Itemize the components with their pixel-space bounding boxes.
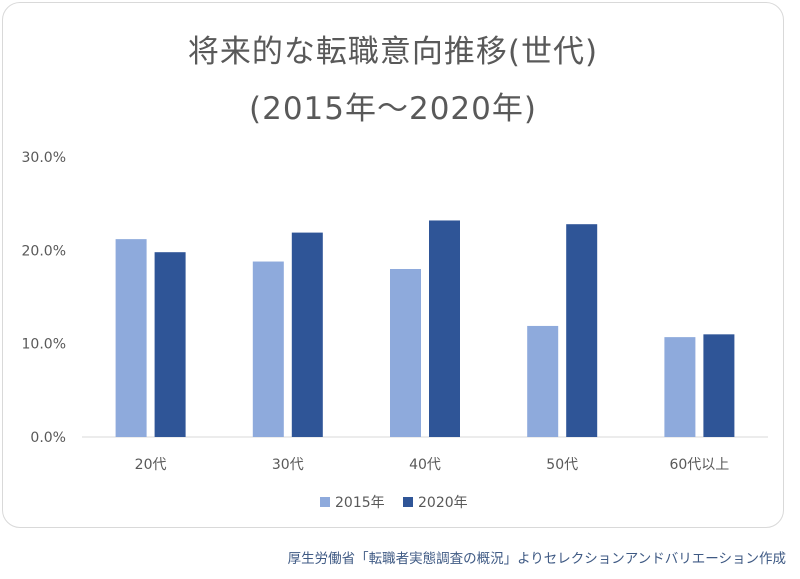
bar-2020年-40代 — [429, 220, 460, 437]
bar-2020年-30代 — [291, 232, 323, 437]
chart-title: 将来的な転職意向推移(世代) — [187, 34, 599, 70]
y-tick-label: 20.0% — [22, 243, 66, 259]
y-tick-label: 10.0% — [22, 337, 66, 353]
legend-swatch — [403, 497, 413, 507]
x-tick-label: 40代 — [409, 457, 441, 473]
legend: 2015年 2020年 — [320, 495, 468, 511]
x-tick-label: 50代 — [546, 457, 578, 473]
bar-series — [115, 220, 735, 437]
bar-2020年-20代 — [154, 252, 186, 437]
x-tick-label: 20代 — [135, 457, 167, 473]
chart-subtitle: (2015年～2020年) — [249, 91, 537, 127]
x-tick-label: 60代以上 — [669, 457, 729, 473]
x-axis-ticks: 20代 30代 40代 50代 60代以上 — [135, 457, 730, 473]
bar-2015年-50代 — [527, 325, 559, 437]
bar-2020年-50代 — [566, 224, 598, 437]
bar-2015年-60代以上 — [664, 337, 696, 437]
bar-2020年-60代以上 — [703, 334, 735, 437]
bar-2015年-40代 — [390, 269, 421, 437]
source-note: 厚生労働省「転職者実態調査の概況」よりセレクションアンドバリエーション作成 — [287, 551, 786, 567]
y-tick-label: 30.0% — [22, 150, 66, 166]
bar-2015年-30代 — [252, 261, 284, 437]
y-tick-label: 0.0% — [30, 430, 66, 446]
legend-swatch — [320, 497, 330, 507]
bar-2015年-20代 — [115, 239, 147, 437]
y-axis-ticks: 0.0% 10.0% 20.0% 30.0% — [22, 150, 66, 446]
legend-label: 2015年 — [335, 495, 385, 511]
x-tick-label: 30代 — [272, 457, 304, 473]
legend-label: 2020年 — [418, 495, 468, 511]
